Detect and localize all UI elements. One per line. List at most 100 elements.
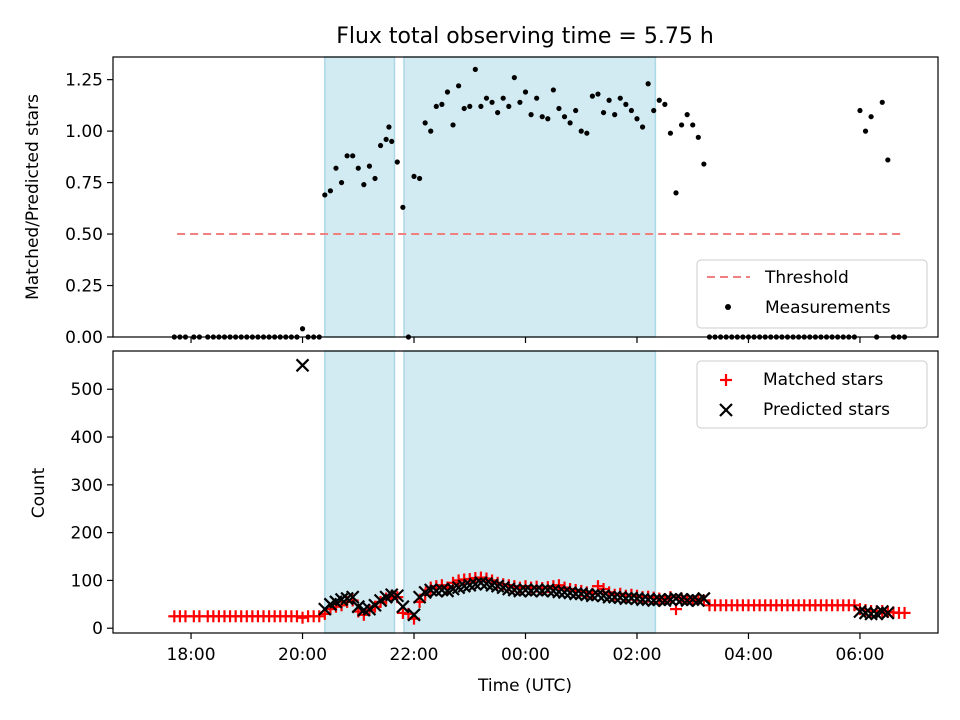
measurement-point [868,114,874,120]
predicted-marker-b [501,582,516,596]
measurement-point [411,173,417,180]
predicted-marker-b [490,579,505,593]
count-y-tick-label: 100 [71,571,103,591]
measurement-point [327,188,333,194]
predicted-marker-b [423,583,438,597]
measurement-point [456,83,462,89]
ratio-y-tick-label: 1.25 [65,71,103,91]
predicted-marker-b [557,585,572,600]
measurement-point [372,175,378,182]
observing-window-span [324,56,396,338]
measurement-point [885,157,891,163]
predicted-marker-b [435,583,449,597]
measurement-point [567,120,573,126]
measurement-point [439,101,445,107]
predicted-marker-b [563,586,577,600]
count-y-tick-label: 200 [71,524,103,544]
measurement-point [545,116,551,122]
measurement-point [701,161,707,167]
measurement-point [472,66,478,72]
measurement-point [595,91,601,97]
count-y-ticks: 0 100 200 300 400 500 [71,380,113,639]
observing-window-span [403,56,657,338]
ratio-y-tick-label: 0.00 [65,328,103,348]
measurement-point [433,103,439,110]
matched-star-point [898,606,911,619]
predicted-marker-b [518,583,533,597]
measurement-point [428,128,434,134]
measurement-point [584,130,590,136]
ratio-x-ticks [190,337,861,343]
measurement-point [299,326,306,332]
measurement-point [589,93,595,99]
measurement-point [338,179,345,186]
predicted-marker-b [485,578,499,592]
predicted-marker-b [580,587,594,602]
predicted-marker-b [875,604,890,619]
measurement-point [383,136,389,142]
measurement-point [478,103,484,110]
threshold-legend-label: Threshold [764,268,849,288]
measurement-point [695,134,701,140]
count-legend: Matched stars Predicted stars [696,360,928,429]
measurement-point [857,107,863,114]
predicted-star-point [295,358,310,373]
measurement-point [333,165,339,171]
measurement-point [879,99,885,105]
measurement-point [322,192,328,198]
predicted-marker-b [507,583,522,597]
predicted-legend-label: Predicted stars [763,400,890,420]
measurement-point [639,124,646,130]
measurement-point [444,89,451,95]
predicted-marker-b [295,358,310,373]
count-y-tick-label: 400 [71,428,103,448]
measurement-point [578,128,584,134]
matched-star-point [313,610,326,623]
measurement-point [483,95,490,101]
predicted-star-point [619,591,633,606]
measurement-point [489,99,495,105]
predicted-marker-b [541,583,555,597]
predicted-marker-b [858,606,873,620]
predicted-star-point [607,590,622,604]
predicted-marker-b [881,606,895,620]
predicted-marker-b [396,599,410,614]
count-y-tick-label: 0 [92,619,103,639]
predicted-star-point [602,590,616,604]
chart-title: Flux total observing time = 5.75 h [336,24,714,49]
matched-star-point [290,610,303,623]
predicted-marker-b [607,590,622,604]
count-legend-box [696,360,928,429]
measurement-point [678,122,685,128]
measurement-point [389,138,395,145]
measurement-point [416,175,423,182]
predicted-star-point [345,590,360,604]
count-x-ticks: 18:00 20:00 22:00 00:00 02:00 04:00 06:00 [167,633,884,665]
measurement-point [617,95,623,101]
x-tick-label: 20:00 [278,645,327,665]
count-panel: 0 100 200 300 400 500 18:00 20:00 22:00 00:00 02:… [29,350,939,696]
predicted-legend-icon [719,403,733,417]
predicted-marker-b [864,607,878,621]
measurement-point [645,81,651,87]
measurement-point [361,182,367,188]
predicted-marker-b [407,608,421,622]
measurement-point [612,112,618,118]
matched-legend-label: Matched stars [763,370,883,390]
measurement-point [344,153,350,159]
predicted-star-point [407,608,421,622]
observing-windows [324,350,657,634]
measurement-point [461,105,467,112]
ratio-y-tick-label: 1.00 [65,122,103,142]
measurement-point [350,153,356,159]
measurements-legend-icon [725,304,731,310]
measurement-point [550,87,556,93]
measurement-point [667,130,674,136]
measurement-point [522,89,529,95]
x-tick-label: 00:00 [501,645,550,665]
measurement-point [394,159,400,165]
measurement-point [400,204,406,210]
measurement-point [673,190,679,196]
predicted-marker-b [630,591,644,606]
measurement-point [517,99,523,105]
